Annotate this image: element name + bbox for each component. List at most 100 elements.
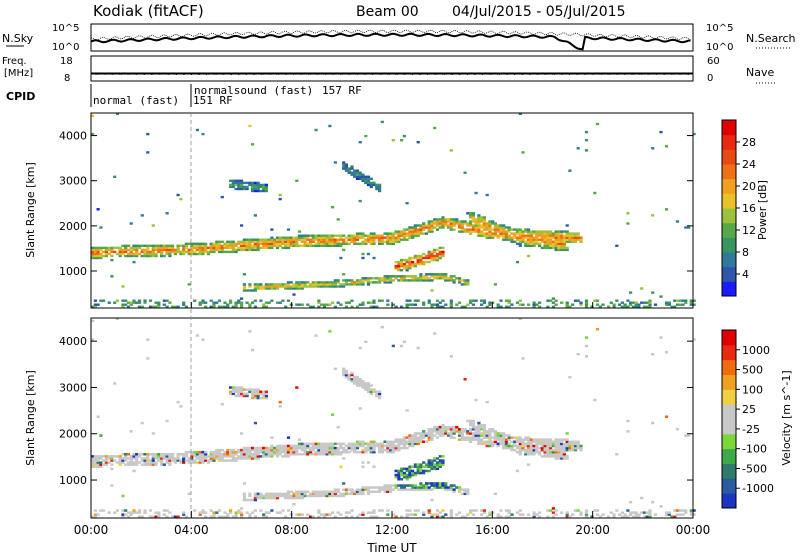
power-cell bbox=[389, 279, 393, 282]
power-cell bbox=[264, 185, 268, 189]
velocity-cell bbox=[331, 448, 335, 452]
velocity-cell bbox=[262, 455, 266, 458]
velocity-cell bbox=[96, 465, 100, 468]
velocity-cell bbox=[441, 459, 445, 462]
power-cell bbox=[413, 262, 417, 266]
power-cell bbox=[273, 285, 277, 288]
velocity-cell bbox=[687, 434, 691, 437]
power-cell bbox=[286, 281, 291, 284]
velocity-cell bbox=[383, 444, 387, 448]
power-colorbar-label: Power [dB] bbox=[756, 180, 769, 240]
velocity-cell bbox=[416, 469, 420, 473]
velocity-cell bbox=[430, 482, 434, 485]
power-cell bbox=[524, 240, 528, 243]
velocity-cell bbox=[400, 469, 404, 473]
velocity-cell bbox=[675, 509, 680, 512]
velocity-cell bbox=[168, 459, 172, 462]
power-cell bbox=[648, 299, 652, 302]
power-cell bbox=[507, 236, 511, 239]
power-cell bbox=[358, 173, 362, 176]
power-cell bbox=[358, 175, 362, 178]
power-cell bbox=[317, 236, 321, 239]
velocity-cell bbox=[275, 450, 280, 454]
velocity-cell bbox=[471, 421, 475, 425]
velocity-cell bbox=[344, 371, 348, 375]
power-cell bbox=[344, 167, 348, 170]
velocity-cell bbox=[229, 386, 233, 389]
power-cell bbox=[413, 277, 417, 280]
power-cell bbox=[394, 230, 398, 233]
velocity-cell bbox=[551, 448, 555, 452]
power-cell bbox=[416, 141, 420, 144]
power-cell bbox=[187, 242, 191, 245]
velocity-cell bbox=[557, 438, 561, 441]
power-cell bbox=[143, 250, 147, 254]
power-cell bbox=[242, 287, 246, 290]
power-cell bbox=[380, 279, 384, 282]
power-cell bbox=[295, 287, 299, 290]
power-cell bbox=[93, 305, 97, 308]
station-title: Kodiak (fitACF) bbox=[93, 2, 204, 20]
power-cell bbox=[143, 254, 147, 258]
power-cell bbox=[366, 179, 371, 182]
velocity-cell bbox=[231, 455, 235, 458]
velocity-cell bbox=[560, 444, 564, 448]
power-cell bbox=[237, 242, 241, 245]
power-cell bbox=[278, 236, 282, 239]
velocity-cell bbox=[532, 513, 536, 516]
power-cell bbox=[306, 244, 310, 247]
velocity-cell bbox=[433, 428, 437, 431]
velocity-cell bbox=[229, 453, 233, 456]
velocity-cell bbox=[256, 446, 260, 450]
velocity-cell bbox=[273, 453, 277, 456]
power-cell bbox=[389, 234, 393, 237]
velocity-cell bbox=[394, 446, 398, 450]
velocity-cell bbox=[240, 513, 244, 516]
velocity-cell bbox=[640, 496, 644, 500]
velocity-cell bbox=[201, 457, 205, 460]
velocity-cell bbox=[397, 438, 401, 441]
power-cell bbox=[549, 246, 553, 250]
power-cell bbox=[458, 220, 462, 223]
velocity-cell bbox=[402, 471, 406, 475]
power-cell bbox=[364, 179, 368, 182]
power-cell bbox=[215, 242, 219, 245]
velocity-cell bbox=[264, 394, 268, 398]
power-cell bbox=[248, 244, 252, 247]
power-cell bbox=[157, 246, 161, 250]
power-cell bbox=[435, 224, 440, 227]
velocity-cell bbox=[267, 453, 271, 456]
velocity-cell bbox=[173, 461, 177, 464]
power-cell bbox=[253, 246, 257, 250]
power-cell bbox=[262, 244, 266, 247]
velocity-cell bbox=[571, 442, 575, 446]
velocity-cell bbox=[474, 436, 478, 439]
velocity-cell bbox=[673, 509, 677, 512]
velocity-cell bbox=[93, 509, 97, 512]
power-cell bbox=[251, 244, 255, 247]
velocity-cell bbox=[328, 453, 332, 456]
power-cell bbox=[394, 236, 398, 239]
power-cell bbox=[231, 181, 235, 185]
power-cell bbox=[471, 299, 475, 302]
velocity-cell bbox=[275, 444, 280, 448]
velocity-cell bbox=[248, 446, 252, 450]
velocity-cell bbox=[331, 494, 335, 498]
velocity-cell bbox=[560, 446, 564, 450]
power-cell bbox=[386, 303, 390, 306]
power-cell bbox=[126, 301, 131, 304]
velocity-cell bbox=[402, 444, 406, 448]
velocity-cell bbox=[444, 425, 448, 429]
power-cell bbox=[212, 246, 216, 250]
power-cell bbox=[526, 242, 531, 245]
power-cell bbox=[344, 305, 348, 308]
power-cell bbox=[328, 234, 332, 237]
velocity-cell bbox=[270, 444, 274, 448]
velocity-cell bbox=[295, 496, 299, 500]
velocity-cell bbox=[526, 450, 531, 454]
power-cell bbox=[342, 234, 346, 237]
velocity-cell bbox=[234, 515, 238, 518]
power-cell bbox=[333, 161, 337, 164]
velocity-cell bbox=[366, 448, 371, 452]
velocity-cell bbox=[653, 513, 658, 516]
